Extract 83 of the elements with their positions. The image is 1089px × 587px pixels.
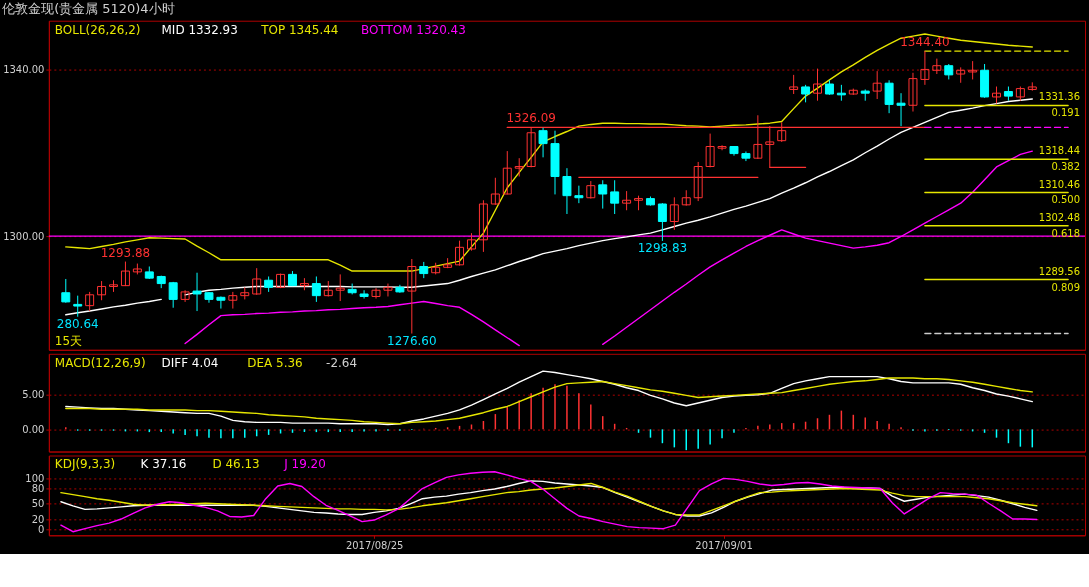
text: K 37.16 [140,457,187,472]
candlestick [490,177,500,206]
candlestick [968,60,978,80]
y-tick-label: 50 [31,498,45,510]
candlestick [657,202,667,242]
candlestick [574,185,584,204]
legend-title: KDJ(9,3,3) [54,457,116,472]
candlestick [252,267,262,296]
y-tick-label: 80 [31,483,45,495]
candlestick [813,68,822,102]
candlestick [216,295,226,310]
candlestick [359,289,369,300]
text: D 46.13 [212,457,260,472]
candlestick [311,275,321,303]
annotation: 1298.83 [637,240,688,255]
text: MID 1332.93 [161,22,238,37]
annotation: 1318.44 [1038,145,1081,157]
candlestick [502,150,512,195]
y-tick-label: 20 [31,513,45,525]
candlestick [455,240,465,267]
annotation: 1326.09 [506,111,556,126]
candlestick [120,261,130,287]
text: TOP 1345.44 [260,22,339,37]
candlestick [610,179,620,215]
x-tick-label: 2017/08/25 [345,539,404,551]
candlestick [407,258,417,335]
annotation: 0.191 [1051,107,1081,119]
candlestick [85,291,95,312]
candlestick [896,92,906,127]
annotation: 1344.40 [900,35,950,50]
series-label: J 19.20 [283,457,326,472]
candlestick [908,72,918,113]
candlestick [717,144,727,151]
y-tick-label: 0.00 [22,423,45,435]
candlestick [681,189,691,207]
y-tick-label: 1300.00 [3,230,45,242]
candlestick [705,133,715,168]
legend-title: BOLL(26,26,2) [54,22,141,37]
annotation: 1331.36 [1038,91,1081,103]
chart-title: 伦敦金现(贵金属 5120)4小时 [2,1,175,17]
candlestick [586,180,596,200]
candlestick [562,167,572,215]
annotation: 1310.46 [1038,178,1081,190]
candlestick [192,272,202,312]
candlestick [73,295,83,318]
annotation: 1289.56 [1038,265,1081,277]
candlestick [168,281,178,309]
annotation: 0.618 [1051,227,1081,239]
annotation: -2.64 [326,355,358,370]
y-tick-label: 5.00 [22,389,45,401]
candlestick [789,74,799,95]
candlestick [371,287,381,300]
y-tick-label: 0 [38,523,45,535]
annotation: 1302.48 [1038,211,1081,223]
annotation: 1293.88 [100,245,151,260]
annotation: 0.500 [1051,194,1081,206]
annotation: 0.382 [1051,161,1081,173]
candlestick [872,70,882,100]
candlestick [538,127,548,158]
x-tick-label: 2017/09/01 [695,539,753,551]
candlestick [622,190,632,211]
candlestick [598,179,608,210]
annotation: 280.64 [56,316,99,331]
line-series [60,471,1038,533]
text: BOTTOM 1320.43 [361,22,466,37]
text: DIFF 4.04 [161,355,219,370]
candlestick [97,280,107,301]
y-tick-label: 1340.00 [3,63,45,75]
annotation: 0.809 [1051,281,1081,293]
annotation: 15天 [54,333,83,348]
text: DEA 5.36 [247,355,303,370]
legend-title: MACD(12,26,9) [54,355,146,370]
y-tick-label: 100 [25,472,45,484]
candlestick [478,199,488,253]
candlestick [669,196,679,231]
candlestick [383,283,393,297]
candlestick [514,157,524,177]
candlestick [335,273,345,302]
annotation: 1276.60 [387,333,437,348]
candlestick [920,50,930,86]
candlestick [61,278,71,304]
candlestick [180,289,190,303]
candlestick [884,79,894,114]
